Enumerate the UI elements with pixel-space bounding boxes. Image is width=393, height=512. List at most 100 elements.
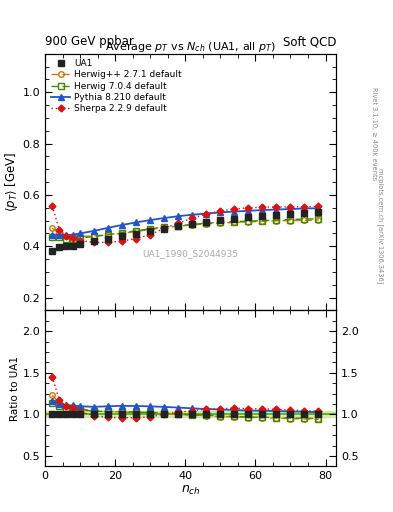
UA1 — [316, 208, 321, 215]
Pythia 8.210 default — [57, 231, 62, 238]
Herwig++ 2.7.1 default — [78, 233, 83, 240]
Pythia 8.210 default — [260, 207, 265, 213]
Sherpa 2.2.9 default — [148, 231, 152, 238]
Pythia 8.210 default — [148, 217, 152, 223]
Herwig 7.0.4 default — [134, 228, 139, 234]
UA1 — [92, 238, 97, 244]
Herwig 7.0.4 default — [176, 223, 181, 229]
UA1 — [218, 217, 223, 223]
Line: Pythia 8.210 default: Pythia 8.210 default — [49, 205, 321, 238]
Herwig++ 2.7.1 default — [274, 218, 279, 224]
Sherpa 2.2.9 default — [71, 235, 75, 241]
Herwig 7.0.4 default — [246, 218, 251, 224]
Herwig 7.0.4 default — [260, 218, 265, 224]
Pythia 8.210 default — [50, 231, 55, 238]
UA1 — [232, 216, 237, 222]
Herwig 7.0.4 default — [64, 236, 68, 242]
Sherpa 2.2.9 default — [316, 203, 321, 209]
Herwig 7.0.4 default — [274, 217, 279, 223]
Herwig++ 2.7.1 default — [134, 228, 139, 234]
Herwig 7.0.4 default — [106, 231, 110, 238]
Y-axis label: $\langle p_T \rangle$ [GeV]: $\langle p_T \rangle$ [GeV] — [3, 152, 20, 212]
Pythia 8.210 default — [176, 213, 181, 219]
Herwig++ 2.7.1 default — [106, 231, 110, 238]
Pythia 8.210 default — [246, 208, 251, 214]
Sherpa 2.2.9 default — [260, 204, 265, 210]
Herwig 7.0.4 default — [316, 216, 321, 222]
Sherpa 2.2.9 default — [176, 220, 181, 226]
Sherpa 2.2.9 default — [302, 204, 307, 210]
UA1 — [302, 210, 307, 216]
Bar — [45, 412, 336, 417]
Herwig 7.0.4 default — [92, 233, 97, 240]
Pythia 8.210 default — [190, 211, 195, 218]
Pythia 8.210 default — [92, 228, 97, 234]
Line: Sherpa 2.2.9 default: Sherpa 2.2.9 default — [50, 203, 321, 245]
Pythia 8.210 default — [134, 219, 139, 225]
Herwig 7.0.4 default — [148, 226, 152, 232]
Sherpa 2.2.9 default — [120, 238, 125, 244]
Sherpa 2.2.9 default — [64, 233, 68, 239]
Pythia 8.210 default — [64, 232, 68, 238]
Line: UA1: UA1 — [49, 208, 322, 254]
Text: 900 GeV ppbar: 900 GeV ppbar — [45, 35, 134, 48]
UA1 — [288, 210, 293, 217]
Text: Soft QCD: Soft QCD — [283, 35, 336, 48]
Herwig 7.0.4 default — [120, 229, 125, 236]
Legend: UA1, Herwig++ 2.7.1 default, Herwig 7.0.4 default, Pythia 8.210 default, Sherpa : UA1, Herwig++ 2.7.1 default, Herwig 7.0.… — [49, 57, 184, 115]
Herwig++ 2.7.1 default — [92, 233, 97, 239]
Sherpa 2.2.9 default — [50, 203, 55, 209]
Herwig++ 2.7.1 default — [316, 217, 321, 223]
Herwig++ 2.7.1 default — [64, 233, 68, 239]
Pythia 8.210 default — [274, 206, 279, 212]
UA1 — [78, 241, 83, 247]
Sherpa 2.2.9 default — [57, 226, 62, 232]
Herwig 7.0.4 default — [288, 217, 293, 223]
Pythia 8.210 default — [302, 205, 307, 211]
Herwig++ 2.7.1 default — [302, 217, 307, 223]
Herwig 7.0.4 default — [204, 220, 209, 226]
Y-axis label: Ratio to UA1: Ratio to UA1 — [10, 356, 20, 421]
Herwig 7.0.4 default — [57, 234, 62, 240]
UA1 — [274, 212, 279, 218]
Herwig++ 2.7.1 default — [260, 218, 265, 224]
UA1 — [57, 244, 62, 250]
Line: Herwig 7.0.4 default: Herwig 7.0.4 default — [50, 216, 321, 241]
Pythia 8.210 default — [316, 205, 321, 211]
Herwig 7.0.4 default — [78, 235, 83, 241]
Herwig++ 2.7.1 default — [148, 226, 152, 232]
UA1 — [50, 247, 55, 253]
UA1 — [176, 223, 181, 229]
Herwig 7.0.4 default — [50, 234, 55, 240]
Sherpa 2.2.9 default — [274, 204, 279, 210]
UA1 — [260, 213, 265, 219]
Text: Rivet 3.1.10, ≥ 400k events: Rivet 3.1.10, ≥ 400k events — [371, 87, 377, 180]
X-axis label: $n_{ch}$: $n_{ch}$ — [181, 483, 200, 497]
Herwig 7.0.4 default — [302, 216, 307, 222]
Text: mcplots.cern.ch [arXiv:1306.3436]: mcplots.cern.ch [arXiv:1306.3436] — [377, 167, 384, 283]
Pythia 8.210 default — [106, 225, 110, 231]
UA1 — [246, 214, 251, 220]
Pythia 8.210 default — [204, 210, 209, 217]
Herwig++ 2.7.1 default — [71, 233, 75, 240]
Herwig++ 2.7.1 default — [190, 222, 195, 228]
UA1 — [148, 228, 152, 234]
Pythia 8.210 default — [288, 206, 293, 212]
Sherpa 2.2.9 default — [162, 225, 167, 231]
Herwig++ 2.7.1 default — [204, 221, 209, 227]
Herwig++ 2.7.1 default — [246, 219, 251, 225]
Herwig 7.0.4 default — [190, 221, 195, 227]
Pythia 8.210 default — [162, 215, 167, 221]
Herwig++ 2.7.1 default — [57, 230, 62, 236]
Sherpa 2.2.9 default — [190, 215, 195, 221]
Sherpa 2.2.9 default — [288, 204, 293, 210]
Sherpa 2.2.9 default — [106, 239, 110, 245]
Line: Herwig++ 2.7.1 default: Herwig++ 2.7.1 default — [50, 217, 321, 239]
Herwig++ 2.7.1 default — [232, 219, 237, 225]
Sherpa 2.2.9 default — [232, 206, 237, 212]
Pythia 8.210 default — [78, 230, 83, 237]
UA1 — [190, 221, 195, 227]
Herwig++ 2.7.1 default — [288, 218, 293, 224]
Pythia 8.210 default — [218, 209, 223, 216]
Herwig 7.0.4 default — [162, 224, 167, 230]
